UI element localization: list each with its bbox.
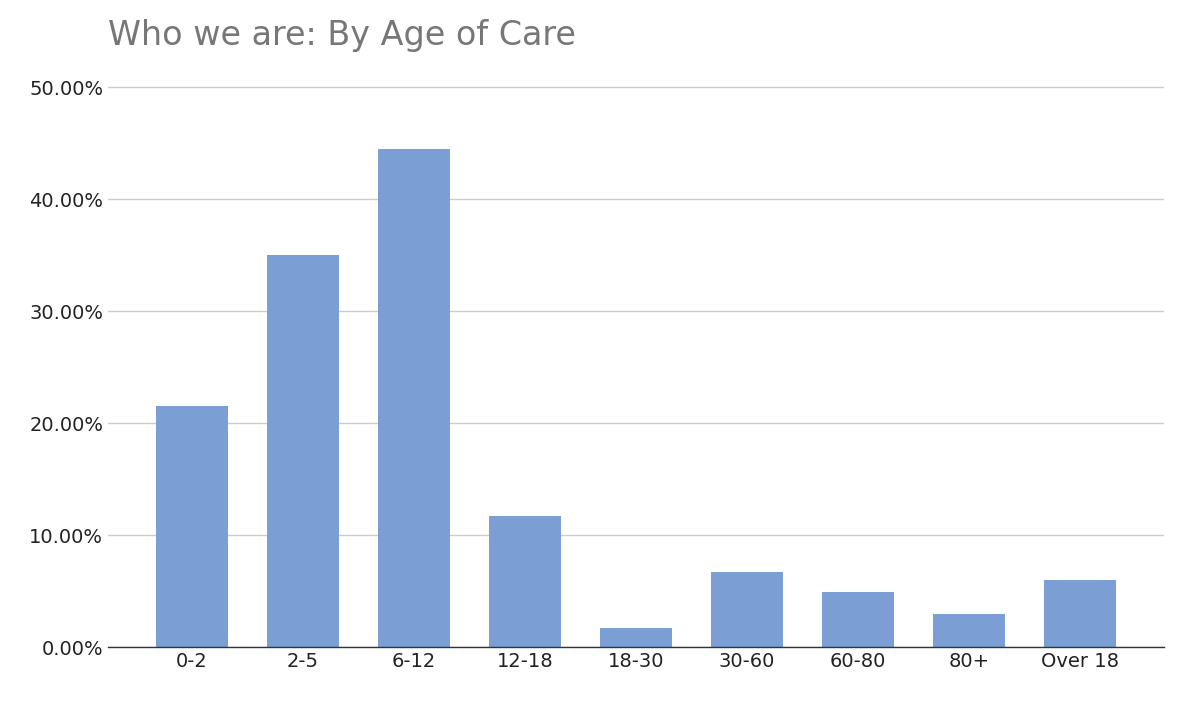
Bar bbox=[1044, 580, 1116, 647]
Bar bbox=[488, 516, 562, 647]
Bar bbox=[156, 406, 228, 647]
Bar bbox=[710, 572, 784, 647]
Bar bbox=[378, 149, 450, 647]
Bar bbox=[266, 255, 340, 647]
Text: Who we are: By Age of Care: Who we are: By Age of Care bbox=[108, 19, 576, 52]
Bar bbox=[932, 613, 1006, 647]
Bar bbox=[600, 628, 672, 647]
Bar bbox=[822, 592, 894, 647]
